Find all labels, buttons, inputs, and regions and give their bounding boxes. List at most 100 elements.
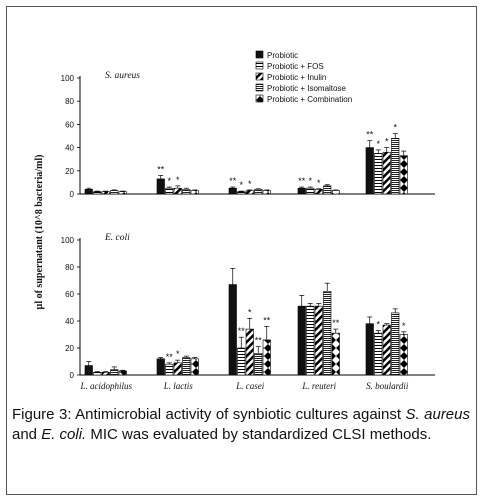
bar [323, 290, 332, 376]
bar [173, 187, 182, 195]
bar [391, 312, 400, 376]
figure-frame [6, 6, 477, 495]
legend-swatch [255, 83, 264, 92]
y-axis-title: µl of supernatant (10^8 bacteria/ml) [34, 155, 45, 310]
bar [323, 185, 332, 195]
bar [228, 284, 237, 376]
bar [254, 353, 263, 376]
bar [245, 328, 254, 376]
category-label: L. casei [235, 381, 264, 391]
significance-marker: * [167, 176, 171, 186]
legend-swatch [255, 61, 264, 70]
bar [156, 178, 165, 195]
caption-text-3: MIC was evaluated by standardized CLSI m… [86, 426, 432, 443]
legend-entry: Probiotic + Inulin [267, 73, 326, 82]
bar [331, 332, 340, 376]
significance-marker: ** [238, 326, 246, 336]
y-tick-label: 0 [70, 371, 75, 380]
bar [331, 190, 340, 195]
chart-legend: Probiotic Probiotic + FOS Probiotic + Inul… [255, 50, 352, 104]
significance-marker: ** [263, 315, 271, 325]
y-tick-label: 40 [65, 144, 74, 153]
bar [118, 370, 127, 376]
category-label: L. reuteri [301, 381, 336, 391]
caption-text-1: Antimicrobial activity of synbiotic cult… [71, 406, 406, 423]
bar [190, 358, 199, 376]
y-tick-label: 20 [65, 167, 74, 176]
legend-entry: Probiotic + FOS [267, 62, 324, 71]
panel-title: E. coli [104, 233, 130, 243]
bar [93, 191, 102, 195]
bar [297, 305, 306, 376]
bar [365, 147, 374, 195]
caption-organism-2: E. coli. [41, 426, 87, 443]
bar [84, 189, 93, 195]
significance-marker: ** [298, 176, 306, 186]
bar [93, 371, 102, 376]
significance-marker: ** [332, 318, 340, 328]
bar [306, 305, 315, 376]
bar [297, 187, 306, 195]
significance-marker: * [385, 137, 389, 147]
legend-swatch [255, 50, 264, 59]
bar [110, 369, 119, 376]
significance-marker: * [176, 175, 180, 185]
bar [262, 190, 271, 195]
bar [118, 191, 127, 195]
legend-swatch [255, 94, 264, 103]
category-label: S. boulardii [366, 381, 409, 391]
y-tick-label: 100 [61, 74, 75, 83]
y-tick-label: 40 [65, 317, 74, 326]
bar [374, 153, 383, 195]
bar [182, 189, 191, 195]
bar [245, 190, 254, 195]
bar [237, 347, 246, 376]
bar [110, 190, 119, 195]
bar [399, 334, 408, 376]
bar [314, 189, 323, 195]
legend-entry: Probiotic [267, 51, 298, 60]
y-tick-label: 80 [65, 263, 74, 272]
bar [165, 363, 174, 376]
significance-marker: * [176, 349, 180, 359]
bar [382, 151, 391, 195]
legend-entry: Probiotic + Isomaltose [267, 84, 346, 93]
bar [365, 323, 374, 376]
significance-marker: ** [229, 176, 237, 186]
bar [101, 371, 110, 376]
bar [391, 138, 400, 195]
bar [254, 189, 263, 195]
bar [314, 305, 323, 376]
figure-caption: Figure 3: Antimicrobial activity of synb… [12, 405, 470, 445]
y-tick-label: 100 [61, 236, 75, 245]
significance-marker: * [248, 307, 252, 317]
y-tick-label: 60 [65, 290, 74, 299]
bar [84, 365, 93, 376]
bar [156, 358, 165, 376]
significance-marker: * [248, 179, 252, 189]
bar [374, 332, 383, 376]
y-tick-label: 0 [70, 190, 75, 199]
significance-marker: * [393, 123, 397, 133]
legend-swatch [255, 72, 264, 81]
bar [306, 187, 315, 195]
significance-marker: * [402, 321, 406, 331]
bar [382, 324, 391, 376]
y-tick-label: 20 [65, 344, 74, 353]
bar [173, 362, 182, 376]
category-label: L. acidophilus [79, 381, 132, 391]
significance-marker: ** [366, 130, 374, 140]
bar [190, 190, 199, 195]
caption-figure-label: Figure 3: [12, 406, 72, 423]
bar [101, 191, 110, 195]
significance-marker: * [376, 319, 380, 329]
y-tick-label: 60 [65, 120, 74, 129]
caption-organism-1: S. aureus [405, 406, 470, 423]
bar [165, 187, 174, 195]
significance-marker: ** [157, 164, 165, 174]
significance-marker: * [239, 180, 243, 190]
bar [237, 191, 246, 195]
